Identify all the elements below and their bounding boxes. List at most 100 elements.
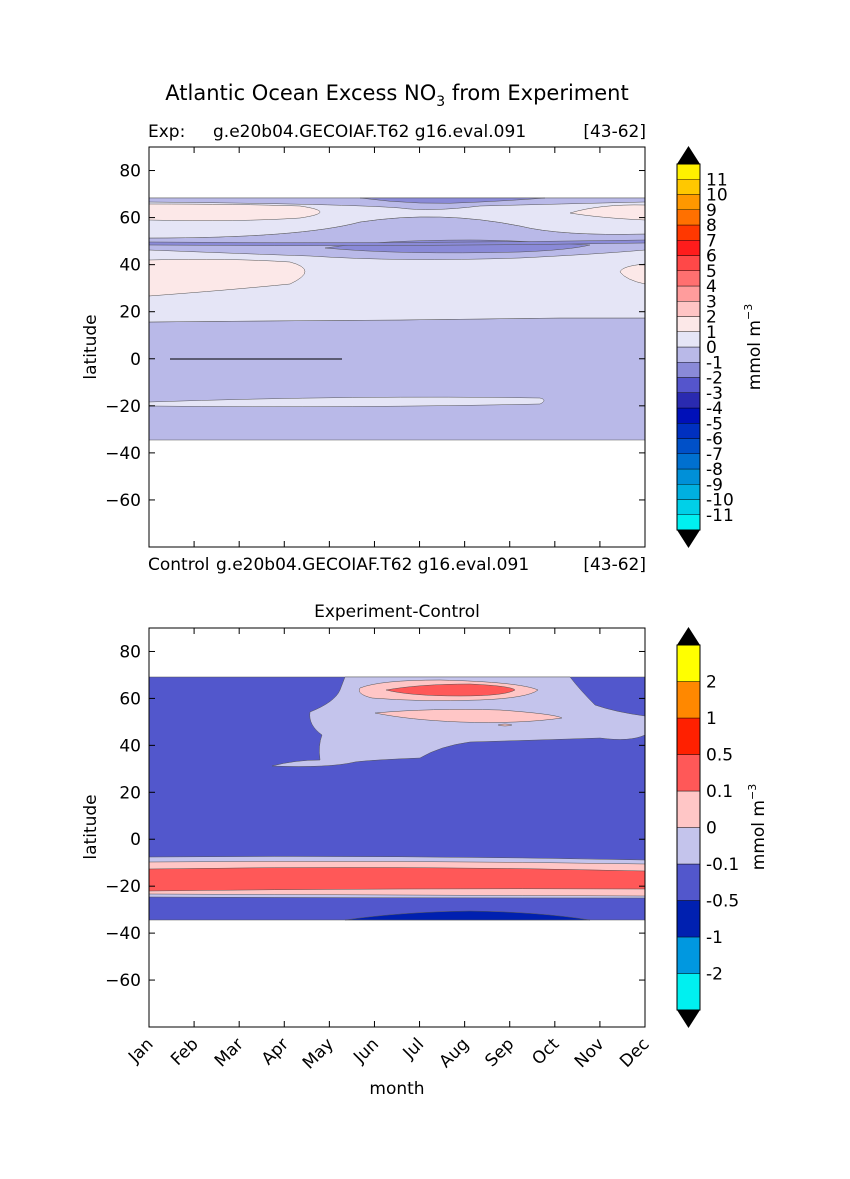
colorbar-cell xyxy=(676,331,701,348)
colorbar-cell xyxy=(676,301,701,317)
region-level--2-tropics xyxy=(149,317,645,441)
colorbar-tick-label: 4 xyxy=(706,277,717,297)
colorbar-cell xyxy=(676,346,701,363)
xtick-label: Dec xyxy=(616,1034,653,1071)
colorbar-tick-label: -2 xyxy=(706,369,723,389)
colorbar-cell xyxy=(676,973,701,1011)
colorbar-tick-label: 1 xyxy=(706,323,717,343)
colorbar-cell xyxy=(676,644,701,682)
ytick-label: 0 xyxy=(130,350,141,370)
colorbar-extend-max xyxy=(677,146,700,164)
ytick-label: 60 xyxy=(119,209,141,229)
xtick-label: Jun xyxy=(349,1034,383,1068)
control-case-name: g.e20b04.GECOIAF.T62 g16.eval.091 xyxy=(216,555,529,575)
colorbar-extend-max xyxy=(677,627,700,645)
ytick-label: 40 xyxy=(119,736,141,756)
colorbar-frame xyxy=(676,644,701,1011)
colorbar-cell xyxy=(676,900,701,938)
colorbar-label-experiment-text: mmol m xyxy=(745,320,765,390)
ytick-label: 20 xyxy=(119,783,141,803)
colorbar-tick-label: -9 xyxy=(706,475,723,495)
colorbar-cell xyxy=(676,163,701,180)
ytick-label: −40 xyxy=(105,444,141,464)
xlabel-difference: month xyxy=(369,1079,424,1099)
colorbar-cell xyxy=(676,377,701,393)
ytick-label: −20 xyxy=(105,397,141,417)
xtick-label: May xyxy=(299,1034,338,1073)
colorbar-tick-label: 2 xyxy=(706,673,717,693)
ytick-label: 20 xyxy=(119,303,141,323)
colorbar-tick-label: -4 xyxy=(706,399,723,419)
colorbar-cell xyxy=(676,285,701,302)
colorbar-cell xyxy=(676,790,701,828)
contours-difference xyxy=(149,676,645,921)
exp-years: [43-62] xyxy=(583,122,646,142)
ytick-label: 40 xyxy=(119,256,141,276)
difference-title: Experiment-Control xyxy=(314,602,480,622)
colorbar-tick-label: 2 xyxy=(706,308,717,328)
region-level--2-polar-edge xyxy=(149,197,645,210)
colorbar-tick-label: 1 xyxy=(706,709,717,729)
xtick-label: Apr xyxy=(258,1034,293,1069)
colorbar-tick-label: 9 xyxy=(706,201,717,221)
colorbar-tick-label: 6 xyxy=(706,247,717,267)
colorbar-cell xyxy=(676,209,701,226)
ylabel-experiment: latitude xyxy=(81,314,101,379)
colorbar-cell xyxy=(676,240,701,256)
colorbar-cell xyxy=(676,194,701,210)
colorbar-cell xyxy=(676,863,701,901)
colorbar-tick-label: 8 xyxy=(706,216,717,236)
colorbar-cell xyxy=(676,468,701,485)
colorbar-tick-label: 0.5 xyxy=(706,746,733,766)
colorbar-cell xyxy=(676,717,701,755)
axes-experiment: 80 60 40 20 0 −20 −40 −60 xyxy=(105,147,646,547)
colorbar-cell xyxy=(676,484,701,500)
region-level-0.1-north xyxy=(385,683,516,697)
colorbar-tick-label: -5 xyxy=(706,414,723,434)
colorbar-cell xyxy=(676,179,701,195)
colorbar-cell xyxy=(676,255,701,271)
region-level-0-east-subpolar xyxy=(569,204,645,221)
colorbar-label-difference-text: mmol m xyxy=(749,800,769,870)
colorbar-tick-label: -10 xyxy=(706,491,734,511)
colorbar-tick-label: 7 xyxy=(706,231,717,251)
colorbar-tick-label: -0.5 xyxy=(706,892,739,912)
colorbar-tick-label: -6 xyxy=(706,430,723,450)
ytick-label: 0 xyxy=(130,830,141,850)
colorbar-cell xyxy=(676,316,701,332)
figure-title-suffix: from Experiment xyxy=(445,81,629,105)
colorbar-tick-label: 0.1 xyxy=(706,782,733,802)
colorbar-tick-label: 11 xyxy=(706,170,728,190)
colorbar-tick-label: 5 xyxy=(706,262,717,282)
ytick-label: 60 xyxy=(119,689,141,709)
colorbar-cell xyxy=(676,453,701,470)
colorbar-tick-label: -11 xyxy=(706,506,734,526)
ytick-label: −20 xyxy=(105,877,141,897)
figure-title-prefix: Atlantic Ocean Excess NO xyxy=(165,81,436,105)
colorbar-cell xyxy=(676,224,701,241)
colorbar-cell xyxy=(676,438,701,454)
region-level--1-south xyxy=(344,910,591,921)
exp-label: Exp: xyxy=(148,122,185,142)
colorbar-frame xyxy=(676,163,701,531)
region-level-0-speck xyxy=(497,723,513,727)
panel-experiment: Exp: g.e20b04.GECOIAF.T62 g16.eval.091 [… xyxy=(81,122,765,575)
region-level-0.1-south xyxy=(149,867,645,892)
colorbar-cell xyxy=(676,362,701,378)
colorbar-cell xyxy=(676,936,701,974)
panel-difference: Experiment-Control 806040200−20−40−60Jan… xyxy=(81,602,769,1099)
colorbar-tick-label: -7 xyxy=(706,445,723,465)
figure-title: Atlantic Ocean Excess NO3 from Experimen… xyxy=(165,81,628,110)
colorbar-extend-min xyxy=(677,1010,700,1028)
colorbar-label-difference: mmol m−3 xyxy=(746,784,769,870)
xtick-label: Jul xyxy=(399,1034,428,1063)
colorbar-tick-label: -3 xyxy=(706,384,723,404)
ytick-label: −40 xyxy=(105,924,141,944)
region-level--1-south-band xyxy=(149,396,545,407)
colorbar-cell xyxy=(676,270,701,287)
control-years: [43-62] xyxy=(583,555,646,575)
region-level-0-west-midlat xyxy=(149,259,306,297)
region-level-0-north-lower xyxy=(374,709,563,723)
